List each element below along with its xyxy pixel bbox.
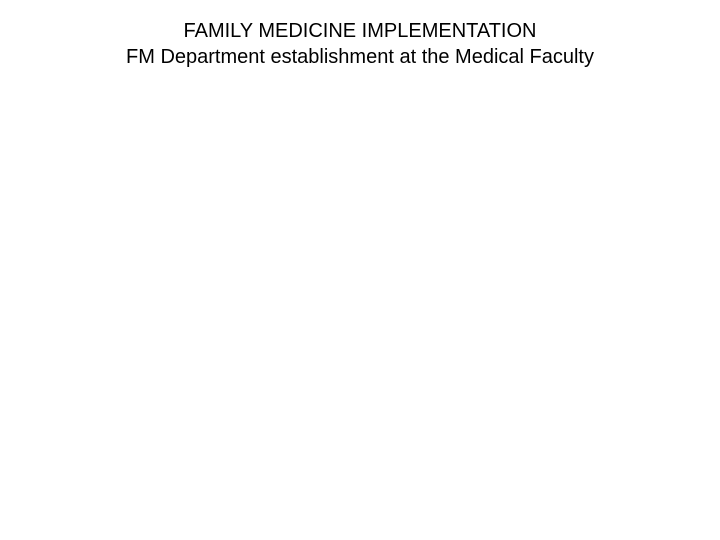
slide-container: FAMILY MEDICINE IMPLEMENTATION FM Depart… xyxy=(0,0,720,540)
title-line-2: FM Department establishment at the Medic… xyxy=(0,44,720,70)
title-block: FAMILY MEDICINE IMPLEMENTATION FM Depart… xyxy=(0,18,720,70)
title-line-1: FAMILY MEDICINE IMPLEMENTATION xyxy=(0,18,720,44)
